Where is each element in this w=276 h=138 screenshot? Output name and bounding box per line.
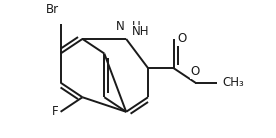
Text: NH: NH <box>132 25 149 38</box>
Text: CH₃: CH₃ <box>223 76 245 89</box>
Text: N: N <box>116 20 124 34</box>
Text: O: O <box>177 32 186 45</box>
Text: Br: Br <box>46 3 59 16</box>
Text: F: F <box>52 105 59 118</box>
Text: O: O <box>191 65 200 78</box>
Text: H: H <box>132 20 140 34</box>
